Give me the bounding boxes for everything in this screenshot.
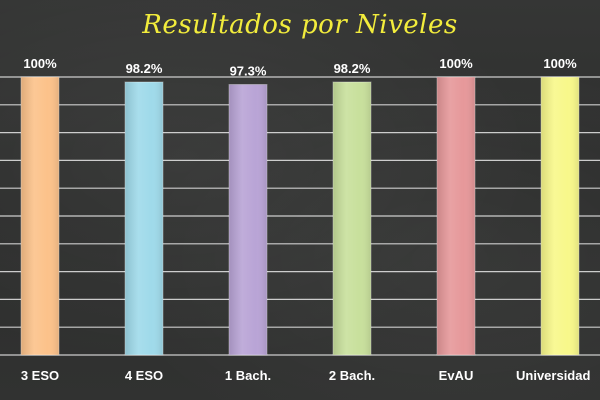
- x-tick-labels: 3 ESO 4 ESO 1 Bach. 2 Bach. EvAU Universidad: [21, 368, 591, 383]
- bar-highlight: [125, 82, 163, 355]
- x-tick-label: 1 Bach.: [225, 368, 271, 383]
- bar-highlight: [437, 77, 475, 355]
- bar-highlight: [229, 84, 267, 356]
- value-label: 100%: [439, 56, 473, 71]
- value-label: 98.2%: [126, 61, 163, 76]
- x-tick-label: Universidad: [516, 368, 590, 383]
- grid-lines: [0, 76, 600, 356]
- x-tick-label: 3 ESO: [21, 368, 59, 383]
- value-label: 98.2%: [334, 61, 371, 76]
- x-tick-label: EvAU: [439, 368, 474, 383]
- value-label: 100%: [23, 56, 57, 71]
- value-label: 100%: [543, 56, 577, 71]
- bars: [20, 76, 580, 356]
- bar-highlight: [333, 82, 371, 355]
- x-tick-label: 2 Bach.: [329, 368, 375, 383]
- bar-highlight: [541, 77, 579, 355]
- x-tick-label: 4 ESO: [125, 368, 163, 383]
- value-labels: 100% 98.2% 97.3% 98.2% 100% 100%: [23, 56, 577, 79]
- chart-title: Resultados por Niveles: [142, 10, 458, 40]
- bar-highlight: [21, 77, 59, 355]
- value-label: 97.3%: [230, 64, 267, 79]
